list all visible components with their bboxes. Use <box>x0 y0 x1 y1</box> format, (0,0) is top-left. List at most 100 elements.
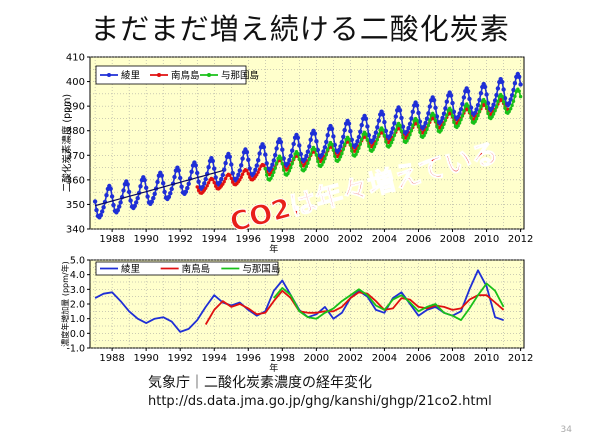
data-point <box>332 142 337 148</box>
data-point <box>319 152 325 158</box>
data-point <box>509 107 513 111</box>
data-point <box>287 157 292 163</box>
data-point <box>281 156 286 161</box>
legend-label: 南鳥島 <box>182 263 211 275</box>
x-tick-label: 1988 <box>99 353 124 364</box>
data-point <box>247 166 252 171</box>
data-point <box>98 212 104 218</box>
data-point <box>307 157 311 161</box>
data-point <box>501 100 506 104</box>
data-point <box>305 149 311 154</box>
data-point <box>457 121 462 125</box>
data-point <box>229 162 234 167</box>
data-point <box>518 94 523 99</box>
legend-label: 与那国島 <box>221 70 259 82</box>
series-group <box>92 71 523 220</box>
data-point <box>338 155 343 159</box>
x-tick-label: 1994 <box>202 353 227 364</box>
data-point <box>426 123 431 128</box>
data-point <box>210 158 215 164</box>
x-tick-label: 1996 <box>236 234 261 245</box>
data-point <box>193 163 198 168</box>
data-point <box>313 147 317 152</box>
data-point <box>468 105 474 110</box>
data-point <box>271 158 276 163</box>
data-point <box>392 121 397 126</box>
legend-box <box>95 261 279 276</box>
data-point <box>217 180 223 185</box>
data-point <box>372 145 377 149</box>
data-point <box>418 130 422 134</box>
data-point <box>303 167 307 171</box>
data-point <box>394 128 398 133</box>
data-point <box>443 106 448 111</box>
data-point <box>297 157 301 161</box>
data-point <box>333 154 337 158</box>
data-point <box>370 138 376 143</box>
data-point <box>409 116 414 121</box>
x-tick-label: 2006 <box>406 353 431 364</box>
data-point <box>358 142 362 146</box>
data-point <box>448 93 454 98</box>
data-point <box>364 132 368 136</box>
data-point <box>434 114 440 119</box>
x-tick-label: 2000 <box>304 353 329 364</box>
data-point <box>416 110 421 116</box>
data-point <box>245 169 249 173</box>
data-point <box>456 114 461 120</box>
x-tick-label: 2002 <box>338 234 363 245</box>
data-point <box>517 89 521 93</box>
co2-concentration-chart: 340 350 360 370 380 390 400 410 1988 1990 1992 1994… <box>61 53 533 256</box>
data-point <box>375 125 380 130</box>
legend-box <box>95 65 247 85</box>
data-point <box>503 106 507 110</box>
x-tick-label: 2010 <box>474 234 499 245</box>
data-point <box>400 124 406 129</box>
y-tick-label: 4.0 <box>70 270 85 281</box>
data-point <box>329 126 335 131</box>
data-point <box>465 89 471 94</box>
data-point <box>509 93 515 98</box>
data-point <box>211 177 215 182</box>
data-point <box>264 161 269 166</box>
data-point <box>473 119 477 124</box>
data-point <box>508 97 513 102</box>
data-point <box>324 139 329 145</box>
data-point <box>220 172 225 178</box>
data-point <box>256 158 261 163</box>
data-point <box>273 166 277 170</box>
data-point <box>295 135 301 140</box>
x-tick-label: 1990 <box>133 234 158 245</box>
data-point <box>324 153 328 157</box>
slide-title: まだまだ増え続ける二酸化炭素 <box>90 12 510 46</box>
data-point <box>485 101 491 106</box>
data-point <box>377 133 381 137</box>
data-point <box>349 137 354 142</box>
data-point <box>261 144 267 150</box>
data-point <box>467 96 472 102</box>
data-point <box>282 168 286 172</box>
annual-increase-chart: -1.0 0.0 1.0 2.0 3.0 4.0 5.0 1988 1990 1992 1994 19… <box>60 256 533 375</box>
x-tick-label: 2008 <box>440 353 465 364</box>
data-point <box>240 156 245 161</box>
data-point <box>325 133 330 138</box>
data-point <box>354 152 358 156</box>
data-point <box>366 132 371 138</box>
y-tick-label: 350 <box>66 200 85 211</box>
x-tick-label: 1992 <box>167 234 192 245</box>
data-point <box>450 100 455 106</box>
data-point <box>257 151 262 156</box>
data-point <box>179 184 184 189</box>
data-point <box>308 137 313 142</box>
data-point <box>452 120 456 124</box>
data-point <box>500 79 505 85</box>
data-point <box>212 180 216 185</box>
data-point <box>279 156 283 160</box>
data-point <box>234 176 240 181</box>
legend-marker <box>107 73 111 77</box>
data-point <box>517 74 522 80</box>
y-tick-label: 5.0 <box>70 256 85 267</box>
data-point <box>168 191 173 196</box>
data-point <box>338 144 343 149</box>
data-point <box>213 175 218 180</box>
